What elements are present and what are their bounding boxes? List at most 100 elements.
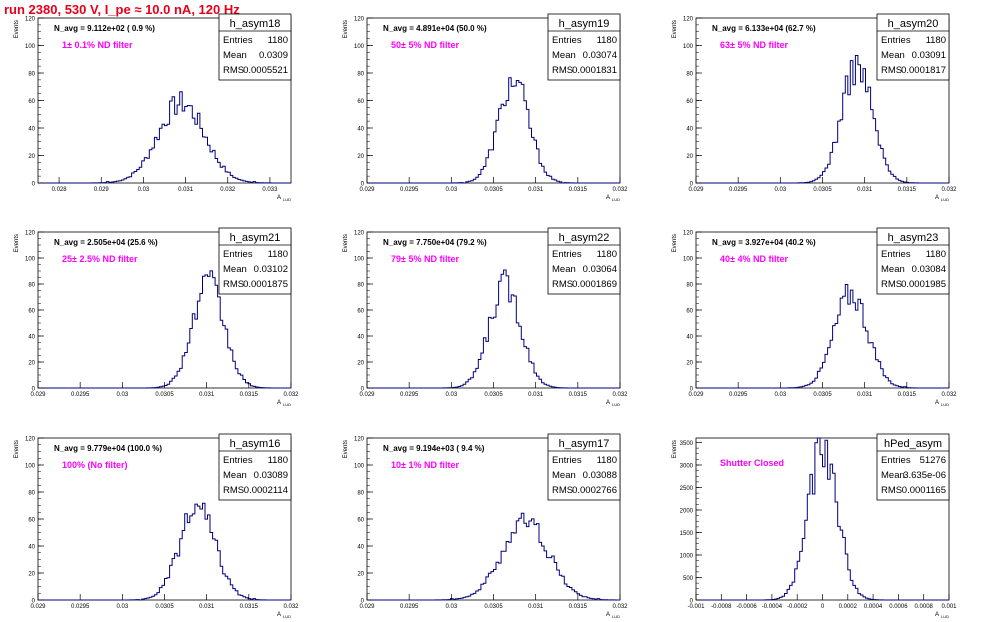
y-tick-label: 100 xyxy=(25,44,36,50)
y-tick-label: 120 xyxy=(683,17,694,23)
histogram-line xyxy=(367,269,620,389)
y-tick-label: 1500 xyxy=(680,531,694,537)
stats-box xyxy=(876,433,950,501)
x-axis-label-sub: LUD xyxy=(941,402,949,407)
y-tick-label: 120 xyxy=(25,231,36,237)
stats-value: 0.0001165 xyxy=(902,485,946,496)
histogram-name: h_asym17 xyxy=(559,438,610,450)
stats-label: Mean xyxy=(881,50,905,61)
y-tick-label: 40 xyxy=(28,545,35,551)
histogram-panel-h_asym16: 0 20 40 60 80 100 120 0.029 0.0295 0.03 0.0305 0.03… xyxy=(14,433,299,619)
y-tick-label: 0 xyxy=(361,599,365,605)
x-tick-label: 0.0305 xyxy=(813,187,832,193)
histogram-panel-hPed_asym: 0 500 1000 1500 2000 2500 3000 3500 -0.001 -0.000… xyxy=(672,433,957,619)
x-tick-label: 0.0315 xyxy=(569,604,588,610)
y-tick-label: 40 xyxy=(28,335,35,341)
stats-label: RMS xyxy=(552,485,573,496)
x-tick-label: -0.0002 xyxy=(787,604,808,610)
x-tick-label: 0.0315 xyxy=(240,392,259,398)
stats-value: 1180 xyxy=(268,455,288,466)
x-tick-label: 0.0305 xyxy=(484,187,503,193)
y-tick-label: 0 xyxy=(361,182,365,188)
x-axis-label: A xyxy=(606,195,610,201)
x-tick-label: 0.0295 xyxy=(71,392,90,398)
stats-value: 0.0001869 xyxy=(572,279,617,290)
y-tick-label: 100 xyxy=(354,464,365,470)
y-tick-label: 20 xyxy=(357,154,364,160)
y-tick-label: 60 xyxy=(28,99,35,105)
x-tick-label: 0.031 xyxy=(857,187,873,193)
y-tick-label: 120 xyxy=(354,231,365,237)
navg-label: N_avg = 9.112e+02 ( 0.9 %) xyxy=(54,24,155,33)
stats-value: 0.03089 xyxy=(254,470,288,481)
histogram-panel-h_asym17: 0 20 40 60 80 100 120 0.029 0.0295 0.03 0.0305 0.03… xyxy=(343,433,628,619)
x-tick-label: 0.033 xyxy=(262,187,278,193)
stats-label: Entries xyxy=(223,35,253,46)
y-tick-label: 20 xyxy=(28,154,35,160)
stats-value: 51276 xyxy=(920,455,946,466)
x-tick-label: 0.03 xyxy=(445,187,457,193)
histogram-line xyxy=(38,502,291,601)
histogram-line xyxy=(367,512,620,601)
stats-value: 0.0001831 xyxy=(572,65,617,76)
x-tick-label: 0.0315 xyxy=(898,392,917,398)
x-tick-label: 0.032 xyxy=(283,392,299,398)
y-tick-label: 40 xyxy=(686,127,693,133)
histogram-name: hPed_asym xyxy=(884,438,942,450)
histogram-panel-h_asym21: 0 20 40 60 80 100 120 0.029 0.0295 0.03 0.0305 0.03… xyxy=(14,227,299,407)
y-tick-label: 1000 xyxy=(680,554,694,560)
y-tick-label: 500 xyxy=(683,576,694,582)
filter-label: 1± 0.1% ND filter xyxy=(62,40,133,50)
y-tick-label: 60 xyxy=(686,309,693,315)
x-tick-label: 0.0305 xyxy=(484,604,503,610)
stats-label: Mean xyxy=(223,50,247,61)
y-tick-label: 20 xyxy=(686,154,693,160)
navg-label: N_avg = 2.505e+04 (25.6 %) xyxy=(54,238,158,247)
y-axis-label: Events xyxy=(672,20,678,38)
y-tick-label: 0 xyxy=(690,599,694,605)
stats-label: RMS xyxy=(881,279,902,290)
histogram-name: h_asym18 xyxy=(230,18,281,30)
y-tick-label: 100 xyxy=(25,257,36,263)
stats-label: Mean xyxy=(223,470,247,481)
y-tick-label: 20 xyxy=(357,572,364,578)
stats-box xyxy=(876,13,950,81)
x-tick-label: 0.03 xyxy=(445,604,457,610)
y-tick-label: 0 xyxy=(32,599,36,605)
stats-value: 0.0005521 xyxy=(243,65,288,76)
filter-label: 25± 2.5% ND filter xyxy=(62,254,138,264)
x-tick-label: 0.0315 xyxy=(898,187,917,193)
x-axis-label-sub: LUD xyxy=(612,402,620,407)
y-tick-label: 100 xyxy=(683,44,694,50)
y-axis-label: Events xyxy=(14,440,20,458)
x-tick-label: 0.0002 xyxy=(839,604,858,610)
stats-box xyxy=(547,13,621,81)
x-axis-label-sub: LUD xyxy=(283,197,291,202)
y-tick-label: 80 xyxy=(686,283,693,289)
y-tick-label: 100 xyxy=(354,44,365,50)
stats-label: Mean xyxy=(552,264,576,275)
y-tick-label: 80 xyxy=(28,283,35,289)
stats-label: Entries xyxy=(552,35,582,46)
x-tick-label: 0.0305 xyxy=(484,392,503,398)
y-tick-label: 80 xyxy=(357,283,364,289)
histogram-panel-h_asym19: 0 20 40 60 80 100 120 0.029 0.0295 0.03 0.0305 0.03… xyxy=(343,13,628,202)
y-tick-label: 20 xyxy=(28,361,35,367)
x-tick-label: 0.032 xyxy=(283,604,299,610)
stats-label: RMS xyxy=(223,279,244,290)
x-tick-label: 0.03 xyxy=(445,392,457,398)
histogram-panel-h_asym20: 0 20 40 60 80 100 120 0.029 0.0295 0.03 0.0305 0.03… xyxy=(672,13,957,202)
filter-label: 100% (No filter) xyxy=(62,460,128,470)
filter-label: 50± 5% ND filter xyxy=(391,40,459,50)
navg-label: N_avg = 9.194e+03 ( 9.4 %) xyxy=(383,444,485,453)
y-tick-label: 20 xyxy=(686,361,693,367)
stats-value: 1180 xyxy=(926,249,946,260)
stats-label: RMS xyxy=(223,65,244,76)
x-tick-label: 0.032 xyxy=(612,187,628,193)
y-axis-label: Events xyxy=(672,234,678,252)
x-axis-label-sub: LUD xyxy=(612,197,620,202)
y-tick-label: 120 xyxy=(683,231,694,237)
x-tick-label: 0.0305 xyxy=(155,392,174,398)
x-axis-label-sub: LUD xyxy=(612,614,620,619)
